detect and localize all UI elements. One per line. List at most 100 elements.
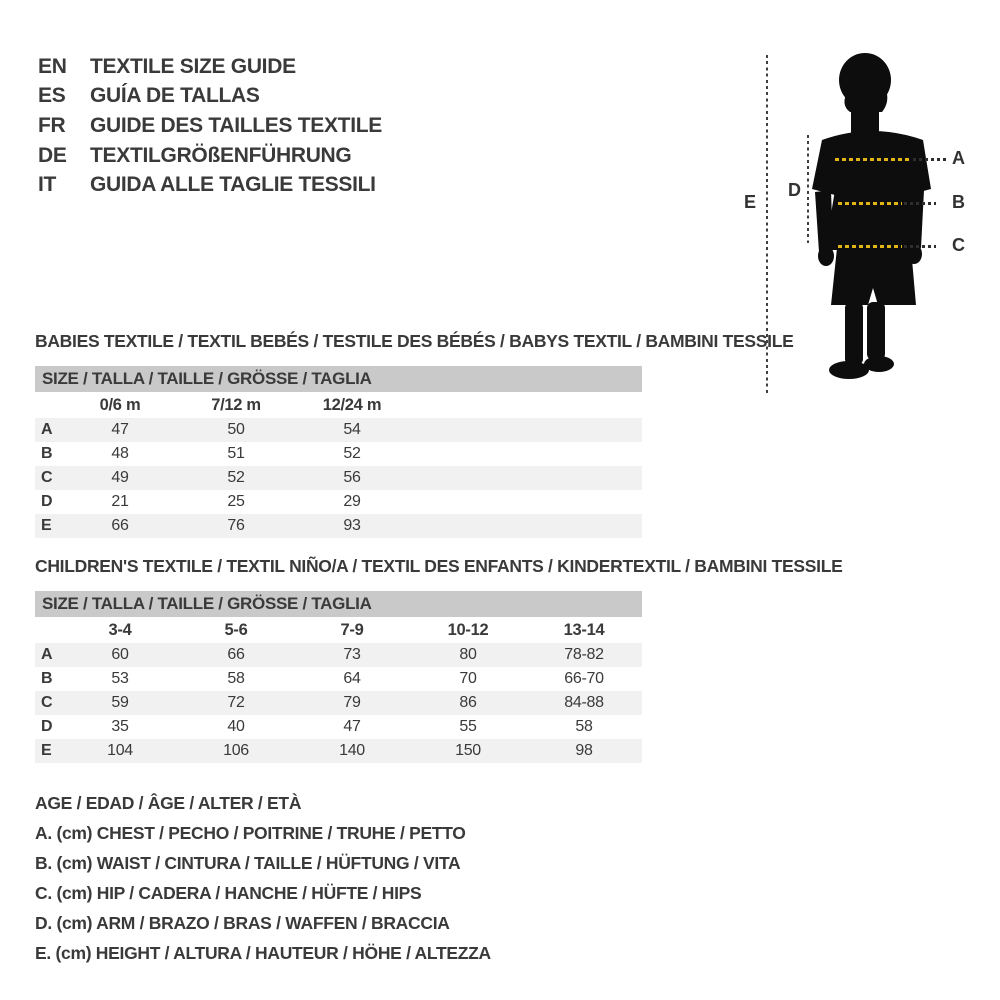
table-cell: 76 (227, 517, 245, 534)
table-cell: 78-82 (564, 646, 604, 663)
table-cell: 53 (111, 670, 129, 687)
row-label: D (41, 493, 53, 510)
col-header: 10-12 (447, 621, 489, 639)
table-cell: 49 (111, 469, 129, 486)
table-row: E 104 106 140 150 98 (35, 739, 642, 763)
chest-dotted-line (835, 158, 911, 161)
babies-section-heading: BABIES TEXTILE / TEXTIL BEBÉS / TESTILE … (35, 331, 794, 351)
lang-row-de: DE TEXTILGRÖßENFÜHRUNG (38, 141, 382, 171)
table-cell: 29 (343, 493, 361, 510)
col-header: 7-9 (340, 621, 364, 639)
babies-size-table: SIZE / TALLA / TAILLE / GRÖSSE / TAGLIA … (35, 366, 642, 538)
table-cell: 21 (111, 493, 129, 510)
table-cell: 66 (227, 646, 245, 663)
table-cell: 140 (339, 742, 365, 759)
col-header: 5-6 (224, 621, 248, 639)
table-cell: 50 (227, 421, 245, 438)
table-cell: 106 (223, 742, 249, 759)
lang-code: EN (38, 54, 67, 78)
table-cell: 48 (111, 445, 129, 462)
col-header: 13-14 (563, 621, 605, 639)
hip-dotted-line-ext (904, 245, 936, 248)
table-cell: 54 (343, 421, 361, 438)
row-label: A (41, 646, 53, 663)
col-header-spacer (35, 392, 62, 418)
row-label: B (41, 670, 53, 687)
language-title-list: EN TEXTILE SIZE GUIDE ES GUÍA DE TALLAS … (38, 52, 382, 200)
row-label: E (41, 517, 52, 534)
label-waist: B (952, 192, 965, 212)
lang-code: ES (38, 84, 66, 108)
lang-title: TEXTILE SIZE GUIDE (90, 54, 296, 78)
lang-title: TEXTILGRÖßENFÜHRUNG (90, 143, 352, 167)
table-cell-empty (410, 490, 526, 514)
table-cell: 47 (343, 718, 361, 735)
table-cell: 55 (459, 718, 477, 735)
label-hip: C (952, 235, 965, 255)
table-cell: 51 (227, 445, 245, 462)
legend-chest: A. (cm) CHEST / PECHO / POITRINE / TRUHE… (35, 823, 466, 843)
hip-dotted-line (838, 245, 902, 248)
children-size-table: SIZE / TALLA / TAILLE / GRÖSSE / TAGLIA … (35, 591, 642, 763)
row-label: C (41, 694, 53, 711)
table-cell: 56 (343, 469, 361, 486)
legend-hip: C. (cm) HIP / CADERA / HANCHE / HÜFTE / … (35, 883, 422, 903)
table-cell: 60 (111, 646, 129, 663)
legend-waist: B. (cm) WAIST / CINTURA / TAILLE / HÜFTU… (35, 853, 461, 873)
col-header: 0/6 m (99, 396, 141, 414)
table-cell: 98 (575, 742, 593, 759)
lang-title: GUÍA DE TALLAS (90, 84, 260, 108)
measurement-legend: AGE / EDAD / ÂGE / ALTER / ETÀ A. (cm) C… (35, 788, 491, 968)
table-row: D 35 40 47 55 58 (35, 715, 642, 739)
table-cell-empty (526, 442, 642, 466)
row-label: A (41, 421, 53, 438)
waist-dotted-line (838, 202, 902, 205)
table-cell: 73 (343, 646, 361, 663)
table-cell: 80 (459, 646, 477, 663)
children-size-header-bar: SIZE / TALLA / TAILLE / GRÖSSE / TAGLIA (35, 591, 642, 617)
height-measure-line (766, 55, 768, 393)
table-cell-empty (526, 466, 642, 490)
table-row: E 66 76 93 (35, 514, 642, 538)
table-cell: 150 (455, 742, 481, 759)
label-height: E (744, 192, 756, 212)
lang-row-en: EN TEXTILE SIZE GUIDE (38, 52, 382, 82)
lang-code: DE (38, 143, 67, 167)
table-cell: 104 (107, 742, 133, 759)
table-row: A 47 50 54 (35, 418, 642, 442)
row-label: E (41, 742, 52, 759)
lang-code: IT (38, 173, 57, 197)
legend-height: E. (cm) HEIGHT / ALTURA / HAUTEUR / HÖHE… (35, 943, 491, 963)
lang-row-it: IT GUIDA ALLE TAGLIE TESSILI (38, 170, 382, 200)
children-column-headers: 3-4 5-6 7-9 10-12 13-14 (35, 617, 642, 643)
table-cell: 66 (111, 517, 129, 534)
measurement-figure: A B C D E (735, 40, 990, 405)
table-cell: 66-70 (564, 670, 604, 687)
babies-column-headers: 0/6 m 7/12 m 12/24 m (35, 392, 642, 418)
table-cell: 72 (227, 694, 245, 711)
row-label: B (41, 445, 53, 462)
table-cell: 52 (343, 445, 361, 462)
table-row: A 60 66 73 80 78-82 (35, 643, 642, 667)
table-cell-empty (526, 490, 642, 514)
table-cell: 64 (343, 670, 361, 687)
lang-code: FR (38, 113, 66, 137)
chest-dotted-line-ext (913, 158, 947, 161)
table-cell: 47 (111, 421, 129, 438)
table-cell-empty (410, 442, 526, 466)
table-cell: 70 (459, 670, 477, 687)
table-cell-empty (410, 418, 526, 442)
table-cell: 79 (343, 694, 361, 711)
table-row: C 49 52 56 (35, 466, 642, 490)
table-cell: 25 (227, 493, 245, 510)
col-header: 12/24 m (322, 396, 382, 414)
table-row: B 48 51 52 (35, 442, 642, 466)
table-row: C 59 72 79 86 84-88 (35, 691, 642, 715)
lang-title: GUIDA ALLE TAGLIE TESSILI (90, 173, 376, 197)
table-cell: 93 (343, 517, 361, 534)
lang-title: GUIDE DES TAILLES TEXTILE (90, 113, 382, 137)
col-header-spacer (35, 617, 62, 643)
table-cell: 58 (227, 670, 245, 687)
children-section-heading: CHILDREN'S TEXTILE / TEXTIL NIÑO/A / TEX… (35, 556, 843, 576)
